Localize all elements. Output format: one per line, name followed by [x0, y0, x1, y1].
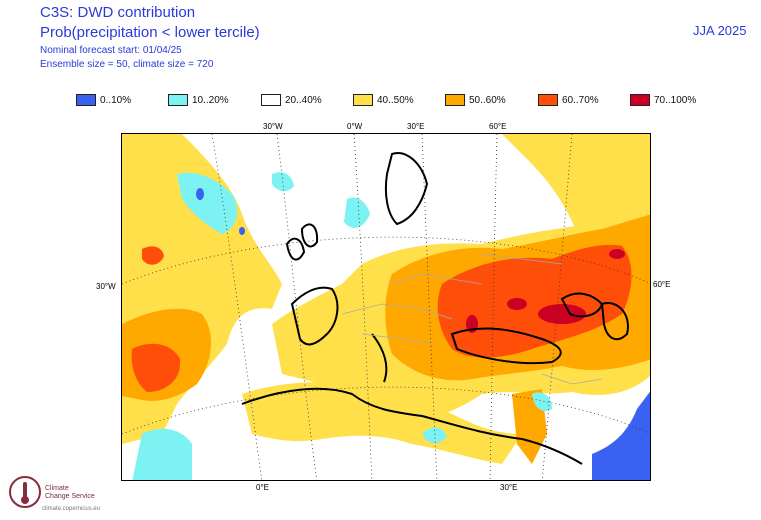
legend-item: 50..60%: [445, 94, 506, 106]
season-label: JJA 2025: [693, 23, 747, 38]
lon-label-0w-top: 0°W: [347, 122, 363, 131]
coastlines: [241, 152, 629, 465]
logo-text: Climate Change Service: [45, 485, 95, 501]
forecast-start: Nominal forecast start: 01/04/25: [40, 45, 182, 56]
map-title: C3S: DWD contribution: [40, 4, 196, 21]
legend-item: 10..20%: [168, 94, 229, 106]
legend-item: 0..10%: [76, 94, 131, 106]
legend-item: 20..40%: [261, 94, 322, 106]
lon-label-30e-bottom: 30°E: [500, 483, 518, 492]
legend-label: 40..50%: [377, 94, 414, 106]
legend-label: 50..60%: [469, 94, 506, 106]
lon-label-30w-left: 30°W: [96, 282, 116, 291]
logo-line2: Change Service: [45, 493, 95, 500]
logo-url: climate.copernicus.eu: [42, 506, 101, 512]
legend-swatch: [353, 94, 373, 106]
lon-label-60e-top: 60°E: [489, 122, 507, 131]
ensemble-size: Ensemble size = 50, climate size = 720: [40, 59, 214, 70]
lon-label-60e-right: 60°E: [653, 280, 671, 289]
legend-item: 60..70%: [538, 94, 599, 106]
legend-swatch: [538, 94, 558, 106]
legend-swatch: [445, 94, 465, 106]
legend-label: 20..40%: [285, 94, 322, 106]
probability-map: [121, 133, 651, 481]
map-subtitle: Prob(precipitation < lower tercile): [40, 24, 260, 41]
legend-label: 0..10%: [100, 94, 132, 106]
legend-label: 10..20%: [192, 94, 229, 106]
graticule: [122, 134, 650, 480]
legend-label: 70..100%: [654, 94, 697, 106]
country-borders: [341, 253, 603, 385]
legend-label: 60..70%: [562, 94, 599, 106]
logo-line1: Climate: [45, 485, 69, 492]
lon-label-30w-top: 30°W: [263, 122, 283, 131]
legend-item: 70..100%: [630, 94, 696, 106]
color-legend: 0..10% 10..20% 20..40% 40..50% 50..60% 6…: [0, 94, 761, 110]
lon-label-30e-top: 30°E: [407, 122, 425, 131]
prob-10-20-region: [132, 172, 552, 480]
legend-swatch: [76, 94, 96, 106]
legend-item: 40..50%: [353, 94, 414, 106]
map-canvas: [122, 134, 650, 480]
lon-label-0e-bottom: 0°E: [256, 483, 269, 492]
prob-0-10-region: [196, 188, 650, 480]
legend-swatch: [630, 94, 650, 106]
copernicus-logo-icon: [9, 476, 41, 508]
legend-swatch: [168, 94, 188, 106]
legend-swatch: [261, 94, 281, 106]
